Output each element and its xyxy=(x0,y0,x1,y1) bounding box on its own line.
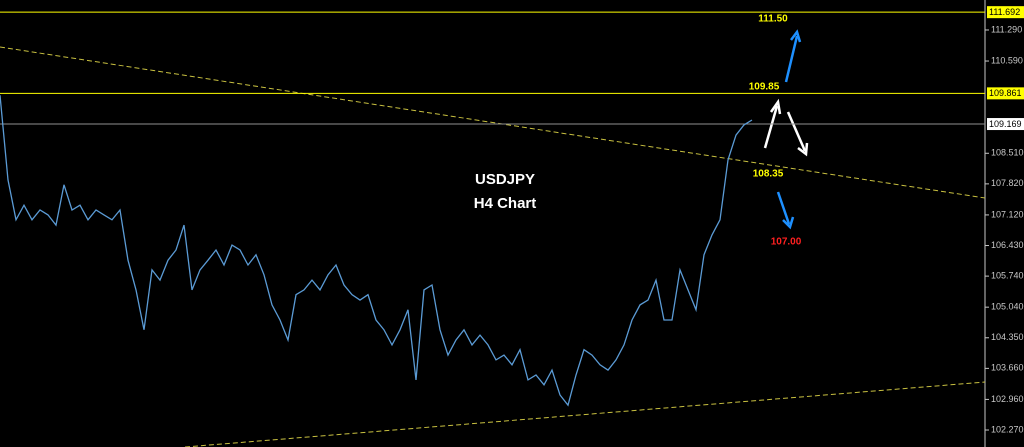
y-tick-label: 111.290 xyxy=(991,24,1022,34)
y-tick-label: 105.740 xyxy=(991,270,1024,280)
y-tick-label: 104.350 xyxy=(991,332,1024,342)
price-level-label: 109.169 xyxy=(989,119,1022,129)
chart-title: USDJPY xyxy=(475,171,535,188)
price-level-box xyxy=(987,6,1024,19)
y-tick-label: 102.960 xyxy=(991,394,1024,404)
chart-subtitle: H4 Chart xyxy=(474,195,537,212)
y-tick-label: 107.820 xyxy=(991,178,1024,188)
arrow xyxy=(763,105,779,149)
arrows xyxy=(763,29,809,230)
price-level-label: 109.861 xyxy=(989,88,1022,98)
arrow-head xyxy=(797,142,809,157)
y-tick-label: 108.510 xyxy=(991,148,1024,158)
arrow xyxy=(776,191,791,225)
arrow-head xyxy=(790,29,802,43)
annotation: 109.85 xyxy=(749,82,780,93)
price-level-label: 111.692 xyxy=(989,7,1020,17)
y-tick-label: 105.040 xyxy=(991,302,1024,312)
arrow xyxy=(786,111,807,152)
y-tick-label: 110.590 xyxy=(991,55,1023,65)
annotation: 107.00 xyxy=(771,237,802,248)
trend-line xyxy=(184,381,986,447)
arrow xyxy=(784,35,799,83)
trend-line xyxy=(0,46,986,199)
price-line xyxy=(0,95,753,407)
price-level-box xyxy=(987,118,1024,131)
y-tick-label: 107.120 xyxy=(991,209,1024,219)
annotation: 111.50 xyxy=(758,14,788,25)
y-tick-label: 106.430 xyxy=(991,240,1024,250)
y-tick-label: 102.270 xyxy=(991,424,1024,434)
y-tick-label: 103.660 xyxy=(991,363,1024,373)
price-level-box xyxy=(987,87,1024,100)
arrow-head xyxy=(769,98,782,115)
annotation: 108.35 xyxy=(753,169,784,180)
arrow-head xyxy=(782,216,795,230)
